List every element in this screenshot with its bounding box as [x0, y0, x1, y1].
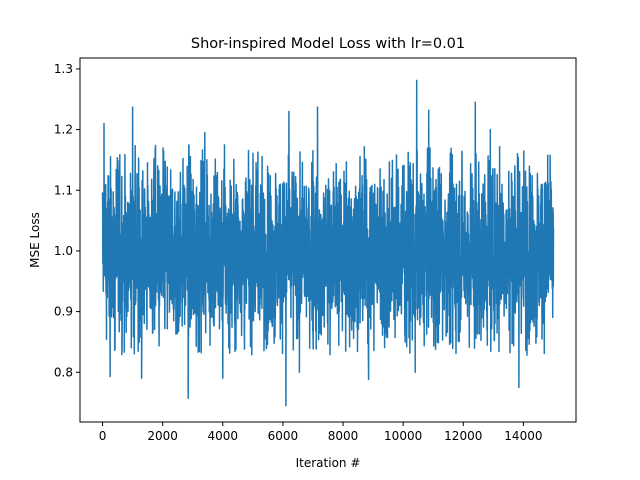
- y-tick-label: 1.3: [54, 62, 73, 76]
- x-axis-title: Iteration #: [296, 456, 361, 470]
- x-tick-label: 0: [99, 429, 107, 443]
- axes-frame: [79, 57, 577, 423]
- y-tick-label: 0.9: [54, 305, 73, 319]
- y-axis-title: MSE Loss: [28, 212, 42, 268]
- x-tick-label: 6000: [268, 429, 299, 443]
- chart-title: Shor-inspired Model Loss with lr=0.01: [191, 36, 465, 52]
- plot-area: [101, 79, 555, 407]
- loss-series-line: [101, 79, 555, 407]
- x-tick-label: 8000: [328, 429, 359, 443]
- x-tick-label: 4000: [208, 429, 239, 443]
- x-tick-label: 10000: [384, 429, 422, 443]
- x-tick-label: 12000: [444, 429, 482, 443]
- y-tick-label: 1.2: [54, 123, 73, 137]
- x-tick-label: 14000: [504, 429, 542, 443]
- x-axis: 0 2000 4000 6000 8000 10000 12000 14000: [99, 422, 542, 443]
- y-tick-label: 1.0: [54, 244, 73, 258]
- y-tick-label: 0.8: [54, 365, 73, 379]
- x-tick-label: 2000: [147, 429, 178, 443]
- y-axis: 0.8 0.9 1.0 1.1 1.2 1.3: [54, 62, 80, 379]
- y-tick-label: 1.1: [54, 183, 73, 197]
